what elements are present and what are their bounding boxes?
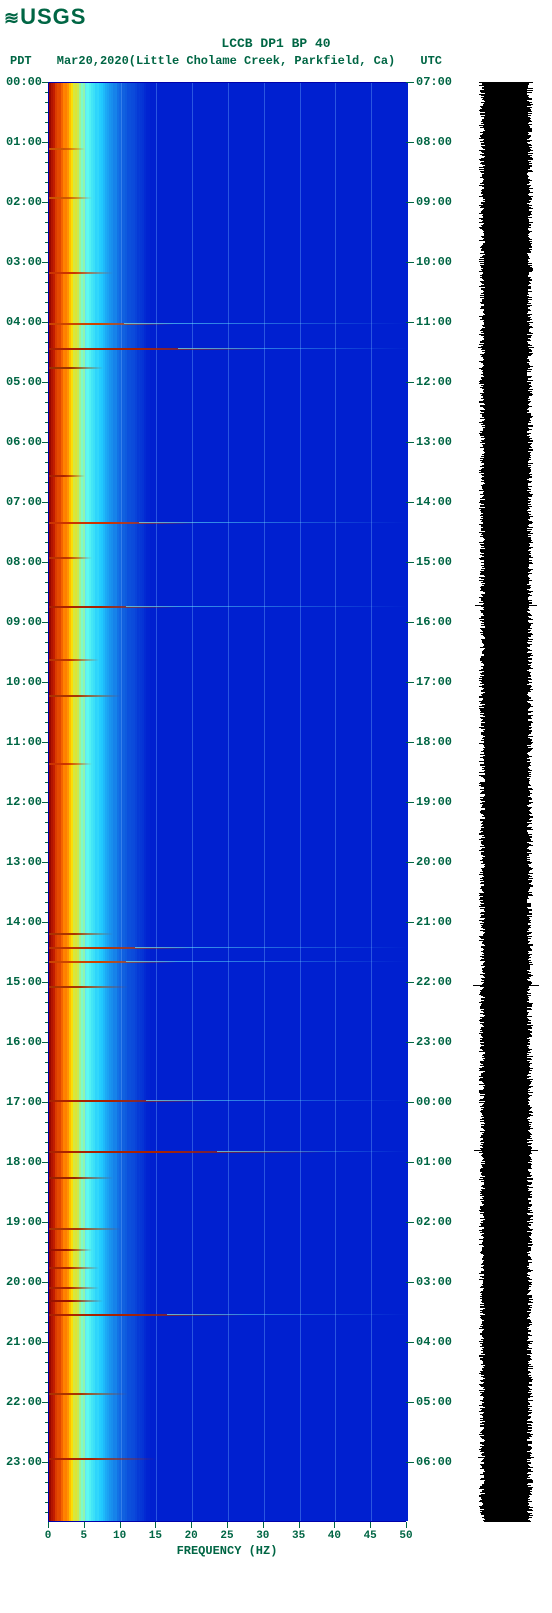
y-right-ticklabel: 03:00: [416, 1275, 452, 1289]
y-right-ticklabel: 13:00: [416, 435, 452, 449]
logo-text: USGS: [20, 4, 86, 29]
location-label: (Little Cholame Creek, Parkfield, Ca): [129, 54, 395, 68]
y-left-ticklabel: 20:00: [6, 1275, 42, 1289]
x-ticklabel: 20: [185, 1530, 198, 1542]
y-right-ticklabel: 01:00: [416, 1155, 452, 1169]
y-right-ticklabel: 22:00: [416, 975, 452, 989]
x-ticklabel: 50: [399, 1530, 412, 1542]
y-left-ticklabel: 23:00: [6, 1455, 42, 1469]
y-right-ticklabel: 12:00: [416, 375, 452, 389]
y-right-ticklabel: 02:00: [416, 1215, 452, 1229]
y-left-ticklabel: 19:00: [6, 1215, 42, 1229]
spectrogram-plot: [48, 82, 406, 1522]
y-left-ticklabel: 13:00: [6, 855, 42, 869]
y-left-ticklabel: 22:00: [6, 1395, 42, 1409]
y-left-ticklabel: 18:00: [6, 1155, 42, 1169]
x-axis-title: FREQUENCY (HZ): [48, 1544, 406, 1558]
y-right-ticklabel: 11:00: [416, 315, 452, 329]
x-axis: FREQUENCY (HZ) 05101520253035404550: [48, 1522, 406, 1562]
y-right-ticklabel: 00:00: [416, 1095, 452, 1109]
y-right-ticklabel: 21:00: [416, 915, 452, 929]
usgs-logo: ≋USGS: [4, 4, 86, 30]
y-left-ticklabel: 02:00: [6, 195, 42, 209]
y-left-ticklabel: 03:00: [6, 255, 42, 269]
y-left-ticklabel: 11:00: [6, 735, 42, 749]
date-label: Mar20,2020: [57, 54, 129, 68]
y-left-ticklabel: 10:00: [6, 675, 42, 689]
x-ticklabel: 0: [45, 1530, 52, 1542]
y-right-ticklabel: 07:00: [416, 75, 452, 89]
x-ticklabel: 45: [364, 1530, 377, 1542]
y-left-ticklabel: 12:00: [6, 795, 42, 809]
y-right-ticklabel: 08:00: [416, 135, 452, 149]
chart-title: LCCB DP1 BP 40: [0, 36, 552, 52]
y-left-ticklabel: 05:00: [6, 375, 42, 389]
tz-left-label: PDT: [10, 54, 32, 68]
y-left-ticklabel: 07:00: [6, 495, 42, 509]
y-right-ticklabel: 10:00: [416, 255, 452, 269]
y-right-ticklabel: 05:00: [416, 1395, 452, 1409]
x-ticklabel: 15: [149, 1530, 162, 1542]
y-left-ticklabel: 16:00: [6, 1035, 42, 1049]
y-axis-left: 00:0001:0002:0003:0004:0005:0006:0007:00…: [0, 82, 48, 1522]
y-left-ticklabel: 01:00: [6, 135, 42, 149]
y-left-ticklabel: 14:00: [6, 915, 42, 929]
y-left-ticklabel: 21:00: [6, 1335, 42, 1349]
x-ticklabel: 5: [80, 1530, 87, 1542]
waveform-trace: [466, 82, 546, 1522]
x-ticklabel: 30: [256, 1530, 269, 1542]
y-right-ticklabel: 19:00: [416, 795, 452, 809]
subtitle-row: PDT Mar20,2020(Little Cholame Creek, Par…: [0, 54, 552, 68]
y-right-ticklabel: 18:00: [416, 735, 452, 749]
logo-wave-icon: ≋: [4, 8, 20, 28]
y-right-ticklabel: 15:00: [416, 555, 452, 569]
y-right-ticklabel: 20:00: [416, 855, 452, 869]
x-ticklabel: 25: [220, 1530, 233, 1542]
y-left-ticklabel: 17:00: [6, 1095, 42, 1109]
y-left-ticklabel: 08:00: [6, 555, 42, 569]
y-right-ticklabel: 17:00: [416, 675, 452, 689]
y-right-ticklabel: 06:00: [416, 1455, 452, 1469]
title-block: LCCB DP1 BP 40 PDT Mar20,2020(Little Cho…: [0, 36, 552, 68]
tz-right-label: UTC: [420, 54, 442, 68]
y-axis-right: 07:0008:0009:0010:0011:0012:0013:0014:00…: [406, 82, 458, 1522]
y-left-ticklabel: 00:00: [6, 75, 42, 89]
y-left-ticklabel: 09:00: [6, 615, 42, 629]
y-left-ticklabel: 15:00: [6, 975, 42, 989]
x-ticklabel: 10: [113, 1530, 126, 1542]
x-ticklabel: 40: [328, 1530, 341, 1542]
y-left-ticklabel: 04:00: [6, 315, 42, 329]
y-right-ticklabel: 04:00: [416, 1335, 452, 1349]
y-right-ticklabel: 14:00: [416, 495, 452, 509]
y-right-ticklabel: 09:00: [416, 195, 452, 209]
y-right-ticklabel: 16:00: [416, 615, 452, 629]
x-ticklabel: 35: [292, 1530, 305, 1542]
y-right-ticklabel: 23:00: [416, 1035, 452, 1049]
y-left-ticklabel: 06:00: [6, 435, 42, 449]
